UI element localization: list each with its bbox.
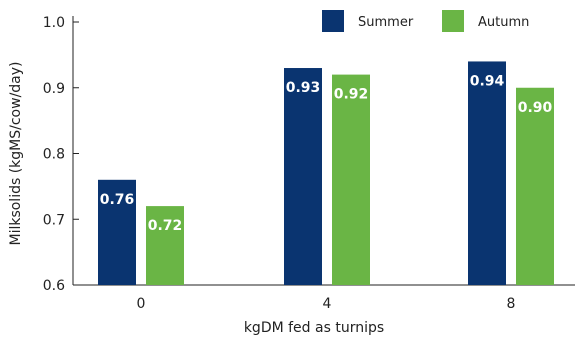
bar-summer-0	[98, 179, 136, 285]
y-axis-title: Milksolids (kgMS/cow/day)	[8, 61, 24, 245]
x-tick-label: 4	[323, 296, 332, 312]
legend: Summer Autumn	[322, 10, 529, 32]
bars: 0.76 0.93 0.94 0.72 0.92 0.90	[98, 61, 554, 286]
bar-autumn-0	[146, 206, 184, 285]
legend-swatch-summer	[322, 10, 344, 32]
data-label-autumn-0: 0.72	[148, 218, 183, 234]
data-label-autumn-4: 0.92	[334, 87, 369, 103]
x-axis-title: kgDM fed as turnips	[244, 320, 384, 336]
bar-autumn-8	[516, 87, 554, 285]
bar-autumn-4	[332, 74, 370, 285]
x-tick-label: 8	[507, 296, 516, 312]
bar-summer-8	[468, 61, 506, 286]
legend-swatch-autumn	[442, 10, 464, 32]
y-tick-label: 0.9	[43, 81, 65, 97]
data-label-summer-4: 0.93	[286, 80, 321, 96]
y-tick-label: 0.7	[43, 212, 65, 228]
data-label-autumn-8: 0.90	[518, 100, 553, 116]
y-tick-label: 0.6	[43, 278, 65, 294]
bar-summer-4	[284, 68, 322, 286]
legend-label-summer: Summer	[358, 15, 414, 30]
y-tick-label: 1.0	[43, 15, 65, 31]
data-label-summer-8: 0.94	[470, 73, 505, 89]
data-label-summer-0: 0.76	[100, 192, 135, 208]
y-tick-label: 0.8	[43, 147, 65, 163]
legend-label-autumn: Autumn	[478, 15, 529, 30]
x-tick-label: 0	[137, 296, 146, 312]
